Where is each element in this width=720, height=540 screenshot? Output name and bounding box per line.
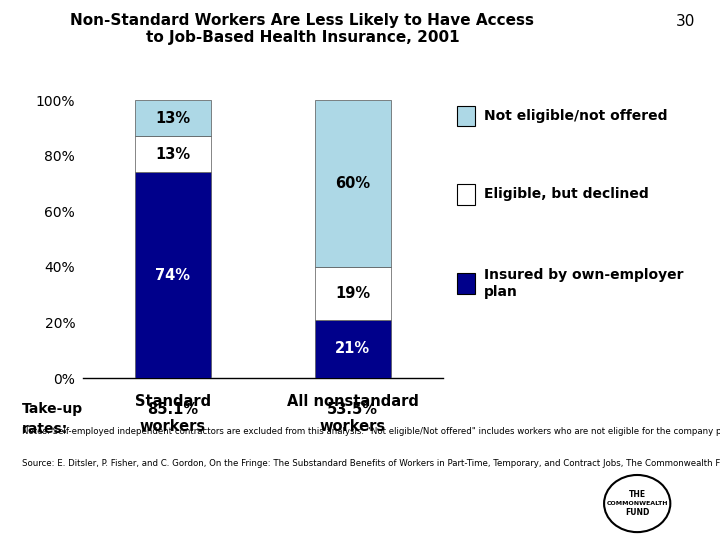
Text: 13%: 13%: [156, 147, 190, 162]
Text: 85.1%: 85.1%: [147, 402, 199, 417]
Text: Insured by own-employer
plan: Insured by own-employer plan: [484, 268, 683, 299]
Text: THE: THE: [629, 490, 646, 499]
Text: COMMONWEALTH: COMMONWEALTH: [606, 501, 668, 506]
Text: Source: E. Ditsler, P. Fisher, and C. Gordon, On the Fringe: The Substandard Ben: Source: E. Ditsler, P. Fisher, and C. Go…: [22, 459, 720, 468]
Text: Not eligible/not offered: Not eligible/not offered: [484, 109, 667, 123]
Text: Eligible, but declined: Eligible, but declined: [484, 187, 649, 201]
Text: to Job-Based Health Insurance, 2001: to Job-Based Health Insurance, 2001: [145, 30, 459, 45]
Text: Notes: Self-employed independent contractors are excluded from this analysis. "N: Notes: Self-employed independent contrac…: [22, 427, 720, 436]
Text: 74%: 74%: [156, 268, 190, 283]
Text: 30: 30: [675, 14, 695, 29]
Text: 13%: 13%: [156, 111, 190, 126]
Text: 19%: 19%: [336, 286, 370, 301]
Text: 60%: 60%: [336, 176, 370, 191]
Text: Non-Standard Workers Are Less Likely to Have Access: Non-Standard Workers Are Less Likely to …: [71, 14, 534, 29]
Bar: [315, 320, 391, 378]
Bar: [135, 137, 210, 172]
Bar: [135, 100, 210, 137]
Bar: [315, 267, 391, 320]
Text: 21%: 21%: [336, 341, 370, 356]
Bar: [135, 172, 210, 378]
Text: 53.5%: 53.5%: [328, 402, 378, 417]
Text: Take-up
rates:: Take-up rates:: [22, 402, 83, 436]
Text: FUND: FUND: [625, 508, 649, 517]
Bar: [315, 100, 391, 267]
